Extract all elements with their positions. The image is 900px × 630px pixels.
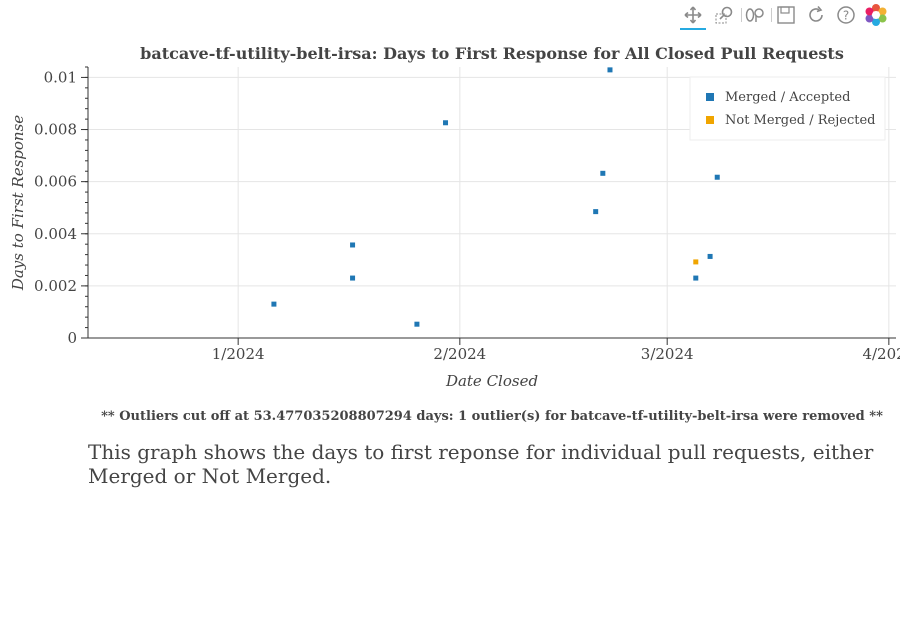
pan-icon[interactable] <box>680 2 706 30</box>
x-tick-label: 2/2024 <box>433 345 486 363</box>
bokeh-logo-icon[interactable] <box>863 2 889 28</box>
legend-swatch <box>706 116 714 124</box>
help-icon[interactable]: ? <box>833 2 859 28</box>
data-point <box>414 321 420 327</box>
x-tick-label: 1/2024 <box>212 345 265 363</box>
toolbar-separator <box>741 8 742 22</box>
svg-text:?: ? <box>843 9 849 23</box>
data-point <box>443 120 449 126</box>
chart-description: This graph shows the days to first repon… <box>88 440 874 488</box>
y-tick-label: 0.008 <box>34 121 77 139</box>
y-axis-label: Days to First Response <box>9 115 27 291</box>
legend-label: Not Merged / Rejected <box>725 113 875 128</box>
x-tick-label: 3/2024 <box>641 345 694 363</box>
data-point <box>693 275 699 281</box>
x-axis-label: Date Closed <box>445 372 538 390</box>
outlier-note: ** Outliers cut off at 53.47703520880729… <box>101 409 883 424</box>
y-tick-label: 0 <box>67 329 77 347</box>
wheel-zoom-icon[interactable] <box>743 2 769 28</box>
data-point <box>271 301 277 307</box>
legend-swatch <box>706 93 714 101</box>
y-tick-label: 0.004 <box>34 225 77 243</box>
scatter-chart[interactable]: batcave-tf-utility-belt-irsa: Days to Fi… <box>0 0 900 400</box>
data-point <box>350 275 356 281</box>
legend-box <box>689 76 886 141</box>
x-tick-label: 4/2024 <box>862 345 900 363</box>
box-zoom-icon[interactable] <box>712 2 738 28</box>
data-point <box>593 209 599 215</box>
y-tick-label: 0.006 <box>34 173 77 191</box>
chart-title: batcave-tf-utility-belt-irsa: Days to Fi… <box>140 44 844 63</box>
y-tick-label: 0.01 <box>44 68 77 86</box>
save-icon[interactable] <box>773 2 799 28</box>
data-point <box>600 170 606 176</box>
y-tick-label: 0.002 <box>34 277 77 295</box>
data-point <box>707 253 713 259</box>
toolbar-separator <box>771 8 772 22</box>
data-point <box>693 259 699 265</box>
data-point <box>714 174 720 180</box>
reset-icon[interactable] <box>803 2 829 28</box>
legend-label: Merged / Accepted <box>725 90 850 105</box>
data-point <box>350 242 356 248</box>
data-point <box>607 67 613 73</box>
plot-toolbar: ? <box>680 0 900 32</box>
